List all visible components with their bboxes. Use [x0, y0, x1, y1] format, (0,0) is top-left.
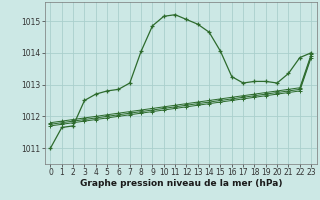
X-axis label: Graphe pression niveau de la mer (hPa): Graphe pression niveau de la mer (hPa): [80, 179, 282, 188]
